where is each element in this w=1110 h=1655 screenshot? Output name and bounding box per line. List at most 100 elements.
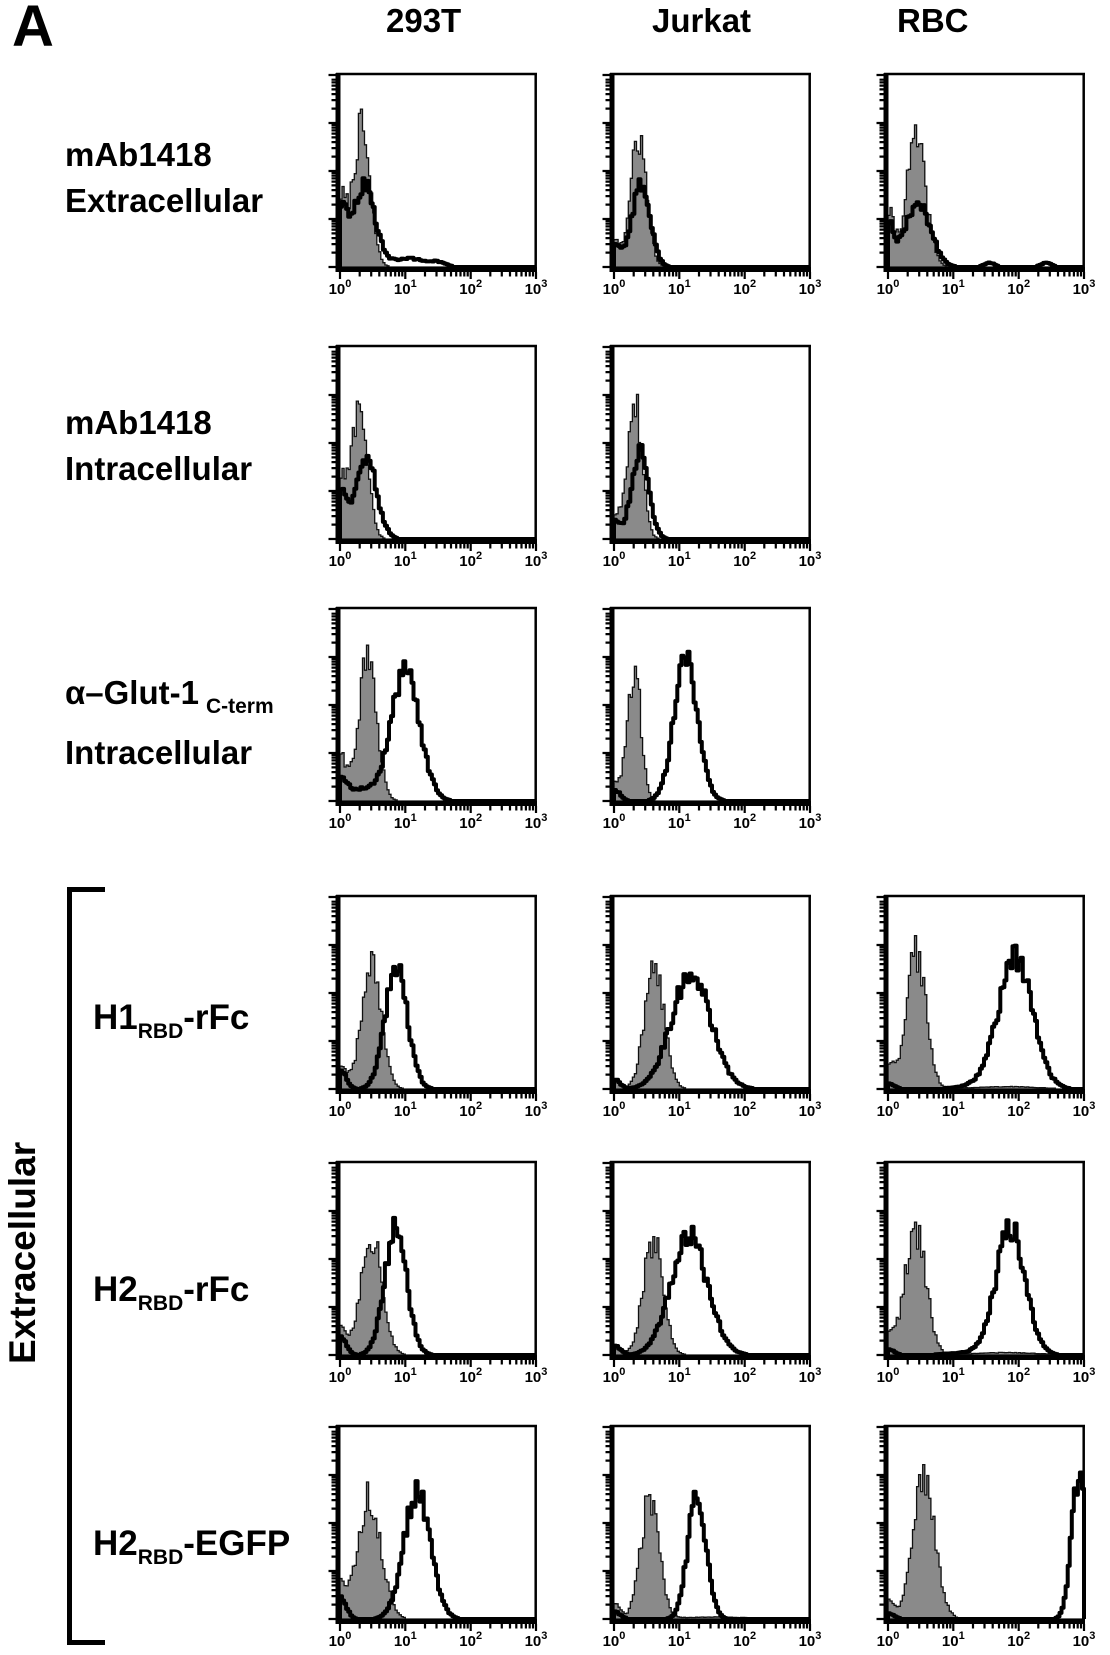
- column-header-rbc: RBC: [897, 2, 969, 39]
- x-tick-label-10e2: 102: [733, 1630, 756, 1650]
- y-axis-ticks: [602, 1161, 610, 1357]
- y-axis-ticks: [328, 895, 336, 1091]
- histogram-panel-row3-col0: 100 101 102 103: [328, 894, 547, 1120]
- column-header-293t: 293T: [386, 2, 462, 39]
- x-axis-ticks: [612, 806, 812, 813]
- y-axis-ticks: [876, 1161, 884, 1357]
- x-tick-label-10e0: 100: [603, 1630, 626, 1650]
- x-tick-label-10e2: 102: [459, 812, 482, 832]
- x-tick-label-10e0: 100: [329, 1366, 352, 1386]
- y-axis-ticks: [602, 73, 610, 269]
- histogram-panel-row0-col1: 100 101 102 103: [602, 72, 821, 298]
- x-tick-label-10e0: 100: [329, 812, 352, 832]
- x-tick-label-10e2: 102: [459, 1100, 482, 1120]
- x-tick-label-10e1: 101: [394, 550, 417, 570]
- panel-letter: A: [12, 0, 54, 59]
- shaded-control-histogram: [887, 124, 1084, 268]
- x-axis-ticks: [612, 1624, 812, 1631]
- histogram-panel-row0-col0: 100 101 102 103: [328, 72, 547, 298]
- x-tick-label-10e2: 102: [733, 550, 756, 570]
- subscript-rbd: RBD: [137, 1292, 184, 1315]
- x-axis-ticks: [338, 544, 538, 551]
- subscript-rbd: RBD: [137, 1020, 184, 1043]
- x-tick-label-10e0: 100: [329, 1630, 352, 1650]
- x-tick-label-10e3: 103: [525, 550, 548, 570]
- x-tick-label-10e1: 101: [942, 1100, 965, 1120]
- x-tick-label-10e1: 101: [668, 812, 691, 832]
- x-tick-label-10e3: 103: [799, 1366, 822, 1386]
- x-tick-label-10e2: 102: [1007, 1630, 1030, 1650]
- histogram-panel-row3-col2: 100 101 102 103: [876, 894, 1095, 1120]
- y-axis-ticks: [602, 1425, 610, 1621]
- x-tick-label-10e3: 103: [799, 550, 822, 570]
- row-label-h1rbd-rfc: H1RBD-rFc: [93, 998, 250, 1043]
- x-tick-label-10e2: 102: [459, 1630, 482, 1650]
- column-header-jurkat: Jurkat: [652, 2, 752, 39]
- x-tick-label-10e3: 103: [1073, 1100, 1096, 1120]
- x-tick-label-10e1: 101: [394, 278, 417, 298]
- x-tick-label-10e2: 102: [459, 278, 482, 298]
- x-axis-ticks: [338, 1360, 538, 1367]
- x-tick-label-10e0: 100: [877, 1366, 900, 1386]
- shaded-control-histogram: [613, 135, 810, 268]
- x-tick-label-10e2: 102: [733, 812, 756, 832]
- histogram-panel-row3-col1: 100 101 102 103: [602, 894, 821, 1120]
- x-tick-label-10e0: 100: [329, 278, 352, 298]
- y-axis-ticks: [602, 895, 610, 1091]
- x-axis-ticks: [612, 544, 812, 551]
- y-axis-ticks: [876, 1425, 884, 1621]
- x-tick-label-10e0: 100: [603, 1366, 626, 1386]
- x-axis-ticks: [338, 272, 538, 279]
- histogram-panel-row0-col2: 100 101 102 103: [876, 72, 1095, 298]
- x-tick-label-10e0: 100: [603, 1100, 626, 1120]
- x-tick-label-10e3: 103: [1073, 1366, 1096, 1386]
- x-tick-label-10e0: 100: [329, 550, 352, 570]
- x-tick-label-10e1: 101: [668, 550, 691, 570]
- x-axis-ticks: [886, 1624, 1086, 1631]
- x-tick-label-10e0: 100: [603, 550, 626, 570]
- subscript-c-term: C-term: [205, 695, 274, 718]
- histogram-panel-row5-col2: 100 101 102 103: [876, 1424, 1095, 1650]
- x-axis-ticks: [612, 1360, 812, 1367]
- histogram-panel-row4-col1: 100 101 102 103: [602, 1160, 821, 1386]
- shaded-control-histogram: [887, 1463, 1084, 1620]
- x-axis-ticks: [886, 1360, 1086, 1367]
- x-tick-label-10e0: 100: [877, 278, 900, 298]
- histogram-panel-row5-col1: 100 101 102 103: [602, 1424, 821, 1650]
- histogram-panel-row2-col0: 100 101 102 103: [328, 606, 547, 832]
- row-label-mab1418-extracellular: mAb1418 Extracellular: [65, 132, 263, 224]
- x-tick-label-10e1: 101: [668, 1630, 691, 1650]
- x-axis-ticks: [338, 1094, 538, 1101]
- row-label-line1: mAb1418: [65, 136, 212, 173]
- x-axis-ticks: [612, 272, 812, 279]
- histogram-panel-row2-col1: 100 101 102 103: [602, 606, 821, 832]
- extracellular-group-bracket: [67, 887, 105, 1645]
- x-tick-label-10e1: 101: [942, 1366, 965, 1386]
- x-tick-label-10e3: 103: [799, 1630, 822, 1650]
- x-tick-label-10e2: 102: [1007, 278, 1030, 298]
- x-tick-label-10e3: 103: [799, 1100, 822, 1120]
- x-tick-label-10e3: 103: [1073, 1630, 1096, 1650]
- x-tick-label-10e1: 101: [668, 278, 691, 298]
- shaded-control-histogram: [339, 1481, 536, 1620]
- x-tick-label-10e1: 101: [394, 1366, 417, 1386]
- y-axis-ticks: [328, 73, 336, 269]
- x-tick-label-10e3: 103: [525, 1366, 548, 1386]
- x-tick-label-10e3: 103: [799, 812, 822, 832]
- y-axis-ticks: [602, 345, 610, 541]
- x-tick-label-10e1: 101: [668, 1366, 691, 1386]
- x-tick-label-10e2: 102: [733, 278, 756, 298]
- y-axis-ticks: [876, 73, 884, 269]
- x-tick-label-10e0: 100: [603, 812, 626, 832]
- shaded-control-histogram: [339, 1241, 536, 1356]
- x-axis-ticks: [338, 1624, 538, 1631]
- x-tick-label-10e2: 102: [459, 550, 482, 570]
- x-tick-label-10e1: 101: [394, 1630, 417, 1650]
- row-label-mab1418-intracellular: mAb1418 Intracellular: [65, 400, 252, 492]
- x-tick-label-10e3: 103: [525, 278, 548, 298]
- y-axis-ticks: [876, 895, 884, 1091]
- histogram-panel-row4-col2: 100 101 102 103: [876, 1160, 1095, 1386]
- x-tick-label-10e0: 100: [329, 1100, 352, 1120]
- y-axis-ticks: [328, 1425, 336, 1621]
